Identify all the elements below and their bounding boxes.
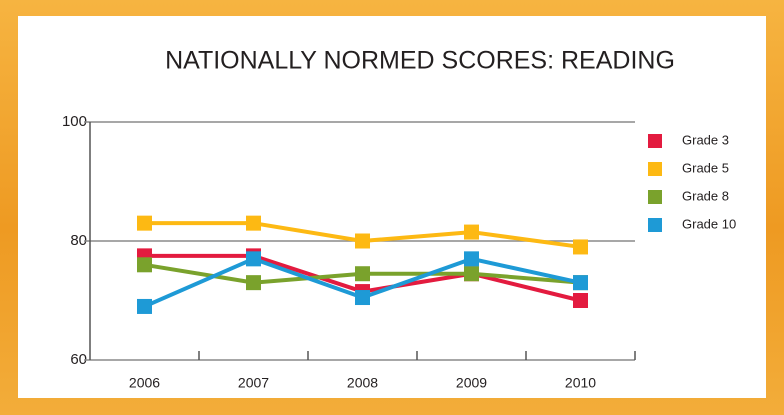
chart-title: NATIONALLY NORMED SCORES: READING xyxy=(165,47,675,75)
data-point xyxy=(464,266,479,282)
data-point xyxy=(355,233,370,249)
data-point xyxy=(137,215,152,231)
data-point xyxy=(137,298,152,314)
y-tick-label: 80 xyxy=(70,232,87,249)
legend-swatch xyxy=(648,134,662,148)
data-point xyxy=(355,266,370,282)
legend-label: Grade 3 xyxy=(682,132,729,147)
legend-swatch xyxy=(648,162,662,176)
legend-swatch xyxy=(648,218,662,232)
data-point xyxy=(573,239,588,255)
data-point xyxy=(246,215,261,231)
data-point xyxy=(464,251,479,267)
data-point xyxy=(246,275,261,291)
legend-swatch xyxy=(648,190,662,204)
x-tick-label: 2010 xyxy=(565,375,596,391)
legend-label: Grade 10 xyxy=(682,216,736,231)
data-point xyxy=(464,224,479,240)
x-tick-label: 2006 xyxy=(129,375,160,391)
x-tick-label: 2007 xyxy=(238,375,269,391)
data-point xyxy=(137,257,152,273)
data-point xyxy=(573,275,588,291)
data-point xyxy=(355,290,370,306)
y-tick-label: 100 xyxy=(62,113,87,130)
legend-label: Grade 8 xyxy=(682,188,729,203)
y-tick-label: 60 xyxy=(70,351,87,368)
data-point xyxy=(246,251,261,267)
data-point xyxy=(573,293,588,308)
x-tick-label: 2009 xyxy=(456,375,487,391)
x-tick-label: 2008 xyxy=(347,375,378,391)
panel xyxy=(18,16,766,398)
legend-label: Grade 5 xyxy=(682,160,729,175)
